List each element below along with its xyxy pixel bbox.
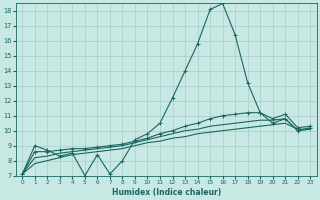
X-axis label: Humidex (Indice chaleur): Humidex (Indice chaleur)	[112, 188, 221, 197]
